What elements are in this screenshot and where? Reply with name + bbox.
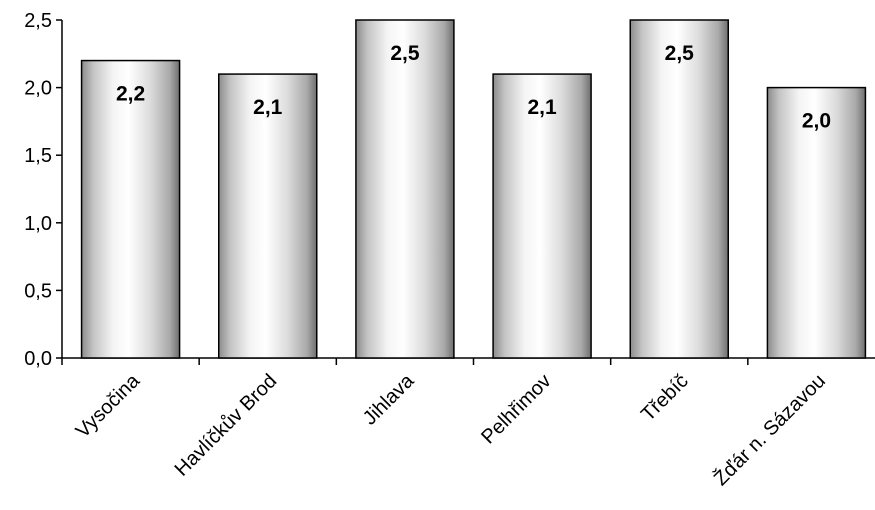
y-tick-label: 1,0 — [24, 213, 52, 235]
bar-value-label: 2,0 — [802, 110, 831, 133]
bar — [766, 86, 867, 359]
bar — [218, 73, 318, 359]
x-category-label: Třebíč — [637, 370, 693, 426]
bar — [629, 19, 729, 359]
x-category-label: Žďár n. Sázavou — [709, 369, 830, 490]
x-category-label: Havlíčkův Brod — [171, 370, 282, 481]
y-tick-label: 2,5 — [24, 10, 52, 32]
y-tick-label: 1,5 — [24, 145, 52, 167]
x-axis-ticks — [61, 358, 749, 365]
bar-value-label: 2,5 — [665, 42, 695, 65]
bar — [492, 73, 592, 359]
bar-value-label: 2,2 — [116, 83, 145, 106]
bars: 2,2 2,1 2,5 2,1 2,5 2,0 — [80, 19, 867, 359]
y-tick-label: 2,0 — [24, 78, 52, 100]
bar-value-label: 2,5 — [390, 42, 420, 65]
bar — [80, 59, 181, 359]
bar-value-label: 2,1 — [527, 96, 557, 119]
x-axis-labels: Vysočina Havlíčkův Brod Jihlava Pelhřimov Tř… — [72, 369, 830, 490]
x-category-label: Vysočina — [72, 369, 145, 442]
y-axis-ticks: 0,0 0,5 1,0 1,5 2,0 2,5 — [24, 10, 62, 370]
x-category-label: Jihlava — [359, 369, 419, 429]
x-category-label: Pelhřimov — [477, 370, 555, 448]
bar — [355, 19, 455, 359]
y-tick-label: 0,0 — [24, 348, 52, 370]
plot-area: 0,0 0,5 1,0 1,5 2,0 2,5 2,2 2,1 2,5 2,1 2,5 2,0 Vy… — [24, 10, 875, 490]
y-tick-label: 0,5 — [24, 280, 52, 302]
bar-value-label: 2,1 — [253, 96, 283, 119]
